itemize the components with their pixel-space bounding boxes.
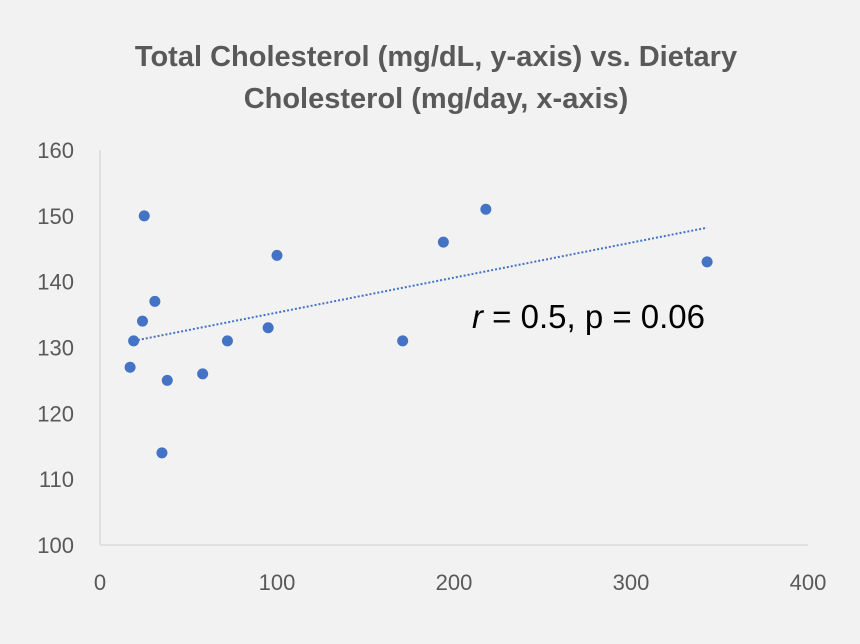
r-symbol: r xyxy=(472,298,485,335)
data-point xyxy=(437,236,449,248)
y-tick-label: 150 xyxy=(37,204,74,229)
y-tick-label: 130 xyxy=(37,336,74,361)
data-point xyxy=(128,335,140,347)
y-tick-label: 160 xyxy=(37,138,74,163)
data-point xyxy=(124,361,136,373)
data-point xyxy=(161,374,173,386)
data-point xyxy=(271,249,283,261)
correlation-annotation: r = 0.5, p = 0.06 xyxy=(472,298,705,335)
chart-title-line-1: Total Cholesterol (mg/dL, y-axis) vs. Di… xyxy=(135,41,737,73)
x-tick-label: 200 xyxy=(436,570,473,595)
data-point xyxy=(149,295,161,307)
x-tick-label: 100 xyxy=(259,570,296,595)
x-tick-label: 400 xyxy=(790,570,827,595)
data-point xyxy=(197,368,209,380)
y-tick-label: 120 xyxy=(37,401,74,426)
y-axis-ticks: 100 110 120 130 140 150 160 xyxy=(37,138,74,558)
chart-title-line-2: Cholesterol (mg/day, x-axis) xyxy=(244,83,629,115)
data-point xyxy=(262,322,274,334)
data-point xyxy=(701,256,713,268)
x-tick-label: 0 xyxy=(94,570,106,595)
y-tick-label: 100 xyxy=(37,533,74,558)
data-point xyxy=(136,315,148,327)
x-axis-ticks: 0 100 200 300 400 xyxy=(94,570,826,595)
data-points xyxy=(124,203,713,459)
data-point xyxy=(480,203,492,215)
y-tick-label: 110 xyxy=(39,467,74,492)
data-point xyxy=(138,210,150,222)
y-tick-label: 140 xyxy=(37,270,74,295)
data-point xyxy=(156,447,168,459)
data-point xyxy=(221,335,233,347)
data-point xyxy=(397,335,409,347)
x-tick-label: 300 xyxy=(613,570,650,595)
annotation-values: = 0.5, p = 0.06 xyxy=(483,298,705,335)
